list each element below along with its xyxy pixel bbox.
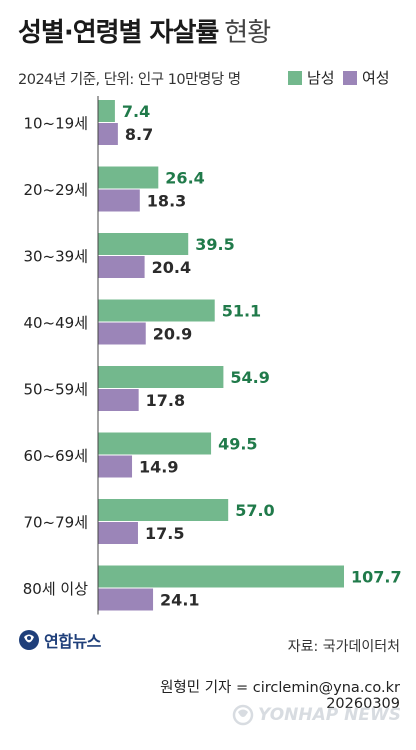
value-label-male: 26.4 bbox=[165, 169, 204, 188]
value-label-female: 17.5 bbox=[145, 524, 184, 543]
source-note: 자료: 국가데이터처 bbox=[287, 639, 400, 655]
yonhap-logo-icon bbox=[19, 630, 39, 650]
value-label-female: 20.4 bbox=[152, 258, 191, 277]
chart-title-main: 성별·연령별 자살률 bbox=[18, 18, 219, 48]
legend-female: 여성 bbox=[343, 67, 390, 88]
yonhap-watermark: YONHAP NEWS bbox=[232, 704, 401, 726]
value-label-female: 20.9 bbox=[153, 325, 192, 344]
value-label-female: 18.3 bbox=[147, 192, 186, 211]
bar-female bbox=[98, 455, 133, 478]
yonhap-logo: 연합뉴스 bbox=[18, 628, 101, 652]
category-label: 10~19세 bbox=[23, 115, 88, 133]
legend-male-label: 남성 bbox=[307, 69, 335, 87]
bar-female bbox=[98, 322, 146, 345]
bar-female bbox=[98, 123, 118, 145]
value-label-female: 24.1 bbox=[160, 591, 199, 610]
yonhap-logo-text: 연합뉴스 bbox=[44, 632, 101, 651]
value-label-male: 7.4 bbox=[122, 102, 150, 121]
value-label-male: 57.0 bbox=[235, 501, 274, 520]
bar-male bbox=[98, 366, 224, 388]
legend-female-label: 여성 bbox=[362, 69, 390, 87]
watermark-logo-icon bbox=[232, 704, 254, 726]
category-label: 20~29세 bbox=[23, 181, 88, 199]
bar-male bbox=[98, 166, 159, 189]
bar-chart: 10~19세 7.4 8.7 20~29세 26.4 18.3 30~39세 39.520.4… bbox=[23, 96, 402, 615]
value-label-female: 14.9 bbox=[139, 458, 178, 477]
legend-male: 남성 bbox=[288, 67, 335, 88]
category-label: 70~79세 bbox=[23, 514, 88, 532]
bar-male bbox=[98, 100, 115, 122]
bar-male bbox=[98, 299, 215, 322]
bar-male bbox=[98, 499, 229, 521]
chart-title-suffix: 현황 bbox=[224, 18, 271, 48]
category-label: 30~39세 bbox=[23, 248, 88, 266]
value-label-male: 39.5 bbox=[195, 235, 234, 254]
chart-title: 성별·연령별 자살률 현황 bbox=[18, 12, 271, 49]
value-label-male: 107.7 bbox=[351, 568, 402, 587]
legend-female-swatch bbox=[343, 70, 357, 85]
legend-male-swatch bbox=[288, 70, 302, 85]
bar-female bbox=[98, 256, 145, 278]
category-label: 40~49세 bbox=[23, 314, 88, 332]
value-label-male: 51.1 bbox=[222, 302, 261, 321]
watermark-text: YONHAP NEWS bbox=[258, 705, 401, 725]
reporter-credit: 원형민 기자 = circlemin@yna.co.kr bbox=[160, 680, 400, 696]
category-label: 60~69세 bbox=[23, 447, 88, 465]
bar-female bbox=[98, 189, 140, 212]
bar-male bbox=[98, 432, 212, 455]
value-label-male: 54.9 bbox=[230, 368, 269, 387]
bar-female bbox=[98, 522, 138, 544]
value-label-male: 49.5 bbox=[218, 435, 257, 454]
value-label-female: 8.7 bbox=[125, 125, 153, 144]
bar-male bbox=[98, 233, 189, 255]
publish-date: 20260309 bbox=[326, 696, 400, 712]
value-label-female: 17.8 bbox=[146, 391, 185, 410]
bar-female bbox=[98, 588, 154, 611]
bar-female bbox=[98, 389, 139, 411]
chart-subtitle: 2024년 기준, 단위: 인구 10만명당 명 bbox=[18, 72, 241, 88]
bar-male bbox=[98, 565, 344, 588]
category-label: 80세 이상 bbox=[23, 580, 88, 598]
category-label: 50~59세 bbox=[23, 381, 88, 399]
